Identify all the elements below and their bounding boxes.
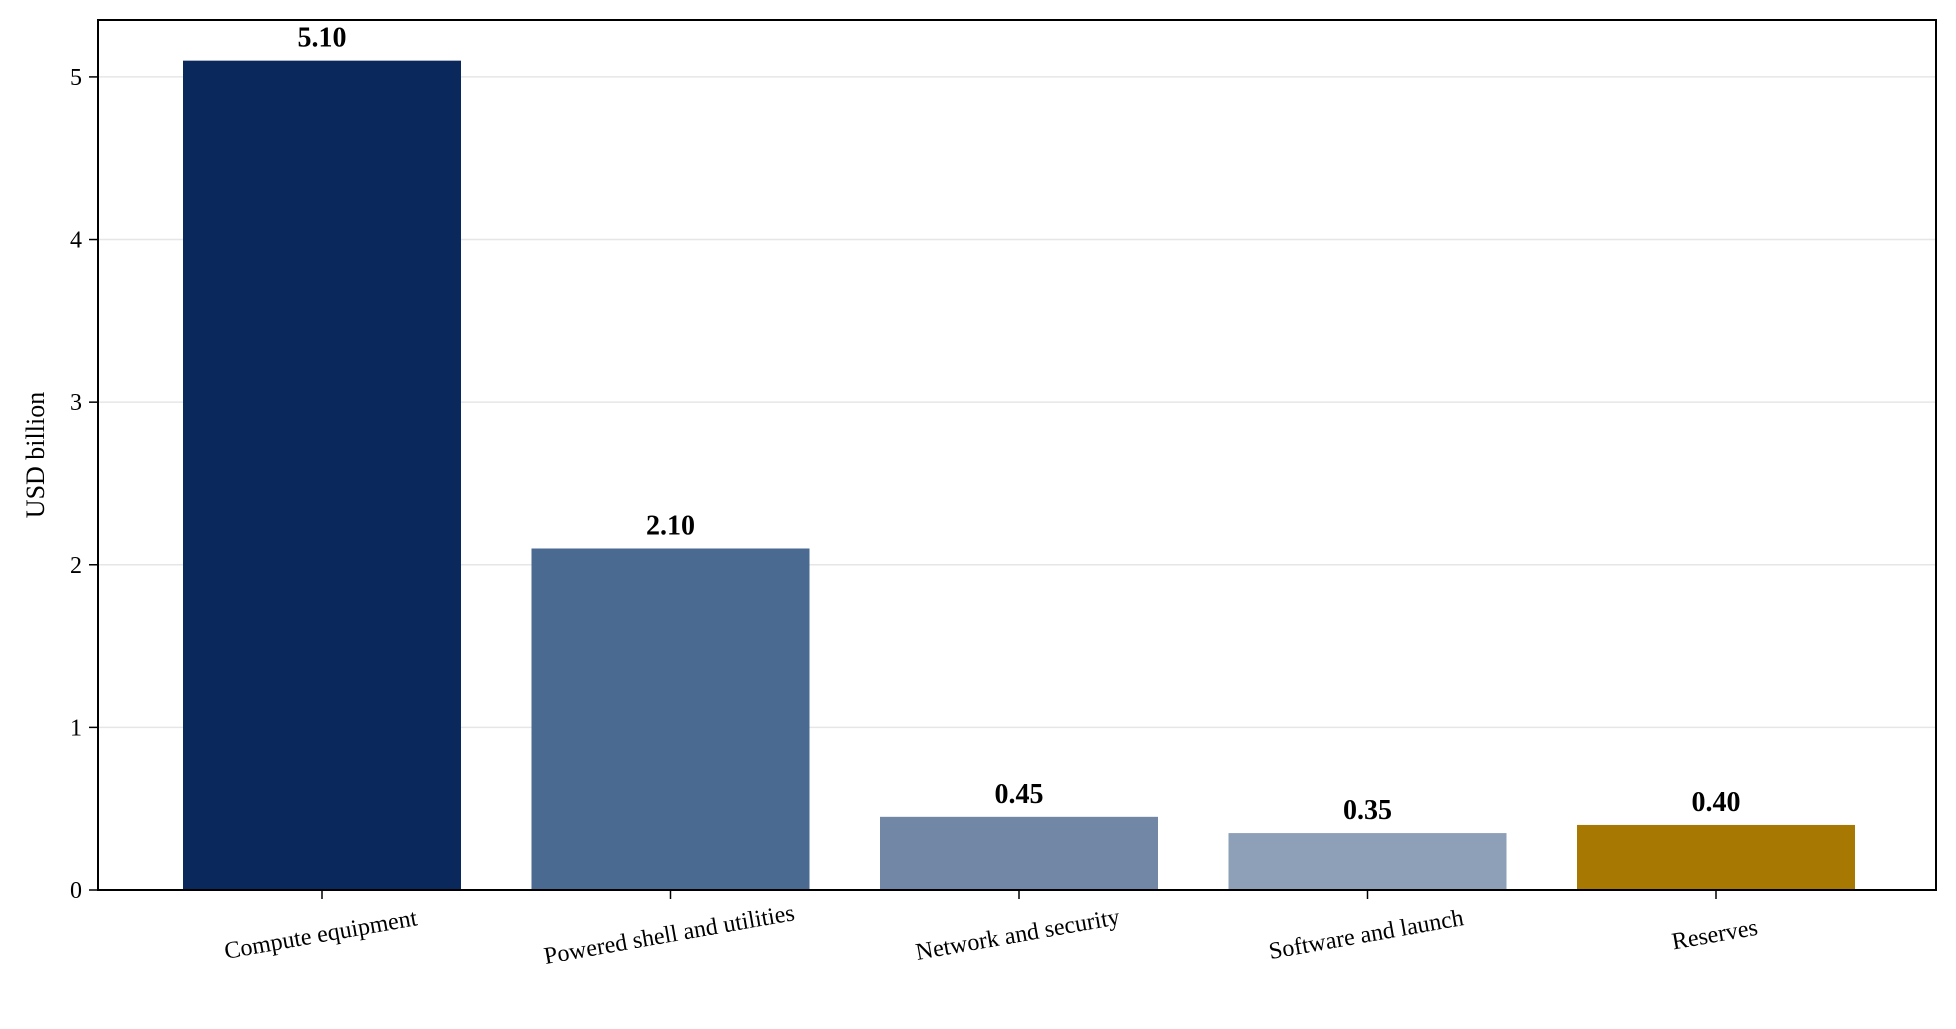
data-label: 0.45 (995, 779, 1044, 810)
data-label: 0.40 (1692, 787, 1741, 818)
plot-frame (97, 19, 1937, 891)
y-axis-title: USD billion (21, 392, 50, 518)
x-tick-label: Reserves (1670, 915, 1760, 956)
bar (880, 816, 1158, 890)
y-tick-label: 3 (70, 390, 82, 416)
y-axis-ticks: 0 1 2 3 4 5 (70, 65, 98, 904)
x-tick-label: Network and security (914, 904, 1122, 965)
bar (1228, 833, 1507, 890)
bars (183, 60, 1855, 891)
y-tick-label: 4 (70, 228, 82, 254)
x-tick-label: Powered shell and utilities (542, 900, 797, 970)
bar (531, 548, 810, 890)
y-tick-label: 2 (70, 553, 82, 579)
x-tick-label: Software and launch (1267, 905, 1466, 965)
y-tick-label: 1 (70, 715, 82, 741)
data-labels: 5.10 2.10 0.45 0.35 0.40 (298, 23, 1741, 826)
x-axis-ticks: Compute equipment Powered shell and utili… (222, 890, 1760, 970)
x-tick-label: Compute equipment (222, 905, 419, 965)
bar (1577, 824, 1855, 890)
bar (183, 60, 461, 891)
y-tick-label: 5 (70, 65, 82, 91)
data-label: 5.10 (298, 23, 347, 54)
data-label: 2.10 (646, 511, 695, 542)
data-label: 0.35 (1343, 795, 1392, 826)
y-tick-label: 0 (70, 878, 82, 904)
